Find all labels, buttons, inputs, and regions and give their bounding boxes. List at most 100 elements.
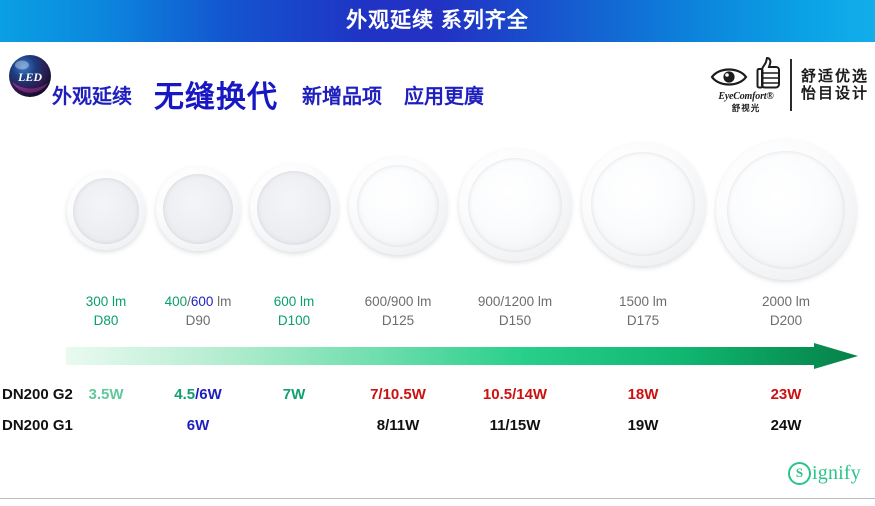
lamp-label-d125: 600/900 lm D125 xyxy=(318,292,478,330)
wattage-part: 4.5 xyxy=(174,386,196,403)
wattage-cell: 4.5/6W xyxy=(128,383,268,407)
wattage-cell: 23W xyxy=(716,383,856,407)
lamp-diameter-code: D175 xyxy=(626,313,660,328)
lamp-inner-disc xyxy=(257,171,331,245)
green-gradient-arrow xyxy=(66,343,858,369)
lamp-product-d125 xyxy=(349,157,447,255)
lamp-lumens: 600/900 lm xyxy=(318,292,478,311)
wattage-part: 8/11W xyxy=(376,417,420,434)
headline-big: 无缝换代 xyxy=(154,81,278,114)
eyecomfort-icons xyxy=(710,56,782,90)
wattage-part: 19W xyxy=(627,417,659,434)
thumbs-up-icon xyxy=(756,56,780,89)
eyecomfort-divider xyxy=(789,59,792,111)
lamp-lumens: 600 lm xyxy=(214,292,374,311)
lumens-part: / xyxy=(187,294,191,309)
header-banner: 外观延续 系列齐全 xyxy=(0,0,875,42)
lamp-inner-disc xyxy=(467,157,563,253)
header-title: 外观延续 系列齐全 xyxy=(346,9,529,32)
wattage-cell: 6W xyxy=(128,414,268,438)
lamp-product-d100 xyxy=(250,164,338,252)
wattage-row-label: DN200 G1 xyxy=(2,417,73,434)
lamp-lumens: 400/600 lm xyxy=(118,292,278,311)
lumens-part: 400 xyxy=(164,294,188,309)
lamp-product-d175 xyxy=(581,142,705,266)
lamp-inner-disc xyxy=(73,178,139,244)
wattage-cell: 24W xyxy=(716,414,856,438)
eyecomfort-slogan-line-1: 舒适优选 xyxy=(800,67,869,85)
eyecomfort-slogan: 舒适优选 怡目设计 xyxy=(801,68,869,103)
lumens-part: 600 xyxy=(190,294,214,309)
eye-icon xyxy=(710,68,748,86)
wattage-cell: 3.5W xyxy=(36,383,176,407)
lamp-diameter-code: D90 xyxy=(185,313,211,328)
lamp-diameter-code: D150 xyxy=(498,313,532,328)
lamp-label-d175: 1500 lm D175 xyxy=(563,292,723,330)
headline-row: 外观延续 无缝换代 新增品项 应用更廣 xyxy=(52,68,672,120)
lamp-lumens: 1500 lm xyxy=(563,292,723,311)
wattage-part: 7W xyxy=(282,386,306,403)
lamp-lumens: 2000 lm xyxy=(706,292,866,311)
wattage-part: 7/10.5W xyxy=(370,386,426,403)
wattage-cell: 11/15W xyxy=(445,414,585,438)
led-logo-badge: LED xyxy=(6,52,54,100)
wattage-cell: 8/11W xyxy=(328,414,468,438)
wattage-row-dn200-g2: DN200 G2 3.5W 4.5/6W 7W 7/10.5W 10.5/14W 18W 23… xyxy=(0,383,875,411)
lamp-inner-disc xyxy=(727,151,845,269)
lamp-label-d150: 900/1200 lm D150 xyxy=(435,292,595,330)
arrow-svg xyxy=(66,343,858,369)
wattage-part: 6W xyxy=(186,417,210,434)
wattage-cell: 7W xyxy=(224,383,364,407)
wattage-part: 24W xyxy=(770,417,802,434)
lamp-label-d100: 600 lm D100 xyxy=(214,292,374,330)
eyecomfort-logo-block: EyeComfort® 舒视光 舒适优选 怡目设计 xyxy=(710,54,869,116)
wattage-part: 10.5/14W xyxy=(482,386,548,403)
wattage-row-dn200-g1: DN200 G1 6W 8/11W 11/15W 19W 24W xyxy=(0,414,875,442)
headline-mid-1: 新增品项 xyxy=(302,85,382,108)
wattage-cell: 18W xyxy=(573,383,713,407)
signify-wordmark: ignify xyxy=(812,462,861,484)
eyecomfort-brand-name: EyeComfort® xyxy=(718,91,774,102)
lamp-inner-disc xyxy=(356,164,440,248)
led-logo-icon: LED xyxy=(9,55,51,97)
lumens-part: 300 lm xyxy=(85,294,127,309)
footer-rule xyxy=(0,498,875,499)
wattage-cell: 10.5/14W xyxy=(445,383,585,407)
lamp-diameter-code: D100 xyxy=(277,313,311,328)
lamp-product-d90 xyxy=(156,167,240,251)
lamp-product-row xyxy=(0,140,875,280)
lamp-label-d200: 2000 lm D200 xyxy=(706,292,866,330)
lamp-lumens: 300 lm xyxy=(26,292,186,311)
lamp-label-d80: 300 lm D80 xyxy=(26,292,186,330)
lamp-diameter-code: D80 xyxy=(93,313,119,328)
lamp-label-row: 300 lm D80 400/600 lm D90 600 lm D100 600/900 … xyxy=(0,292,875,338)
lumens-part: 900/1200 lm xyxy=(477,294,553,309)
lamp-product-d80 xyxy=(67,172,145,250)
svg-text:LED: LED xyxy=(17,70,42,84)
eyecomfort-slogan-line-2: 怡目设计 xyxy=(800,85,869,102)
lamp-inner-disc xyxy=(591,152,695,256)
lamp-diameter-code: D200 xyxy=(769,313,803,328)
wattage-part: /6W xyxy=(195,386,222,403)
lumens-part: lm xyxy=(213,294,232,309)
lumens-part: 1500 lm xyxy=(618,294,668,309)
wattage-part: 11/15W xyxy=(489,417,541,434)
wattage-row-label: DN200 G2 xyxy=(2,386,73,403)
eyecomfort-brand: EyeComfort® 舒视光 xyxy=(710,56,790,114)
lamp-inner-disc xyxy=(162,173,234,245)
signify-logo: S ignify xyxy=(788,462,861,485)
headline-mid-2: 应用更廣 xyxy=(404,85,484,108)
lamp-label-d90: 400/600 lm D90 xyxy=(118,292,278,330)
lamp-lumens: 900/1200 lm xyxy=(435,292,595,311)
wattage-part: 23W xyxy=(770,386,802,403)
lamp-product-d150 xyxy=(459,149,571,261)
wattage-part: 3.5W xyxy=(88,386,124,403)
wattage-table: DN200 G2 3.5W 4.5/6W 7W 7/10.5W 10.5/14W 18W 23… xyxy=(0,383,875,445)
wattage-cell: 19W xyxy=(573,414,713,438)
lumens-part: 2000 lm xyxy=(761,294,811,309)
lumens-part: 600/900 lm xyxy=(364,294,432,309)
wattage-part: 18W xyxy=(627,386,659,403)
lamp-diameter-code: D125 xyxy=(381,313,415,328)
wattage-cell: 7/10.5W xyxy=(328,383,468,407)
